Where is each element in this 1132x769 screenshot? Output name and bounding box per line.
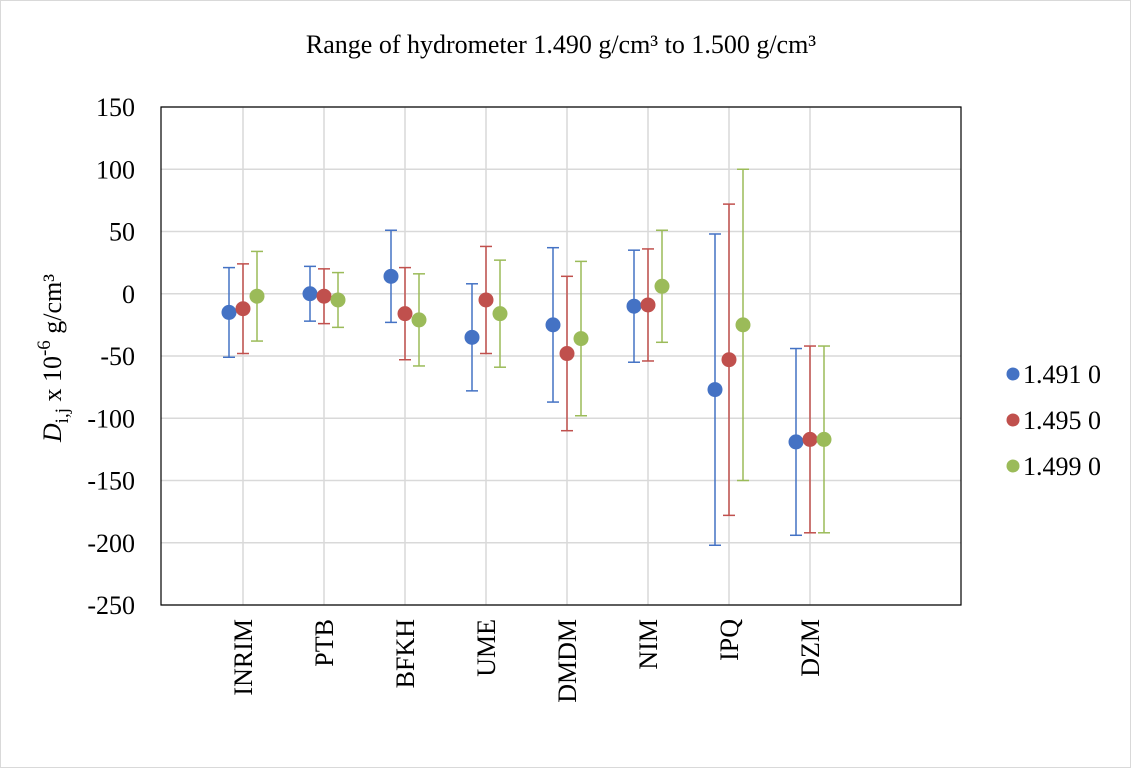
data-point [302, 286, 318, 302]
y-tick-label: -100 [87, 404, 135, 433]
data-points [221, 268, 832, 450]
error-bars [223, 168, 830, 546]
data-point [316, 288, 332, 304]
data-point [735, 317, 751, 333]
category-label: UME [472, 619, 501, 677]
legend-marker [1006, 367, 1020, 381]
y-tick-label: -150 [87, 467, 135, 496]
legend-label: 1.491 0 [1023, 360, 1101, 389]
legend-entry: 1.495 0 [1006, 406, 1101, 435]
data-point [721, 352, 737, 368]
category-label: INRIM [229, 619, 258, 696]
chart-title: Range of hydrometer 1.490 g/cm³ to 1.500… [306, 30, 816, 59]
y-tick-label: -250 [87, 591, 135, 620]
data-point [626, 298, 642, 314]
y-axis-title-variable: D [38, 423, 67, 443]
y-tick-label: 50 [109, 218, 135, 247]
category-label: DMDM [553, 619, 582, 703]
data-point [478, 292, 494, 308]
legend-marker [1006, 459, 1020, 473]
y-axis-title-multiplier: x 10 [38, 356, 67, 408]
y-axis-title: Di,j x 10-6 g/cm³ [34, 274, 73, 443]
data-point [559, 346, 575, 362]
data-point [816, 431, 832, 447]
y-axis-title-exponent: -6 [34, 340, 55, 356]
y-tick-label: -200 [87, 529, 135, 558]
data-point [573, 331, 589, 347]
data-point [788, 434, 804, 450]
y-tick-labels: 150 100 50 0 -50 -100 -150 -200 -250 [87, 93, 135, 620]
legend-entry: 1.499 0 [1006, 452, 1101, 481]
data-point [545, 317, 561, 333]
data-point [640, 297, 656, 313]
y-tick-label: 100 [96, 155, 135, 184]
plot-area-border [160, 106, 962, 606]
data-point [235, 301, 251, 317]
legend-label: 1.499 0 [1023, 452, 1101, 481]
category-label: BFKH [391, 619, 420, 689]
data-point [249, 288, 265, 304]
data-point [802, 431, 818, 447]
legend: 1.491 0 1.495 0 1.499 0 [1006, 360, 1101, 481]
category-labels: INRIM PTB BFKH UME DMDM NIM IPQ DZM [229, 619, 825, 703]
data-point [411, 312, 427, 328]
data-point [707, 382, 723, 398]
data-point [654, 278, 670, 294]
data-point [221, 304, 237, 320]
y-tick-label: -50 [100, 342, 135, 371]
y-axis-title-unit: g/cm³ [38, 274, 67, 340]
y-tick-label: 0 [122, 280, 135, 309]
data-point [464, 329, 480, 345]
y-axis-title-subscript: i,j [52, 408, 73, 423]
category-label: NIM [634, 619, 663, 670]
data-point [383, 268, 399, 284]
legend-label: 1.495 0 [1023, 406, 1101, 435]
data-point [492, 306, 508, 322]
category-label: PTB [310, 619, 339, 667]
legend-entry: 1.491 0 [1006, 360, 1101, 389]
data-point [397, 306, 413, 322]
data-point [330, 292, 346, 308]
category-label: IPQ [715, 619, 744, 661]
category-label: DZM [796, 619, 825, 677]
y-tick-label: 150 [96, 93, 135, 122]
legend-marker [1006, 413, 1020, 427]
